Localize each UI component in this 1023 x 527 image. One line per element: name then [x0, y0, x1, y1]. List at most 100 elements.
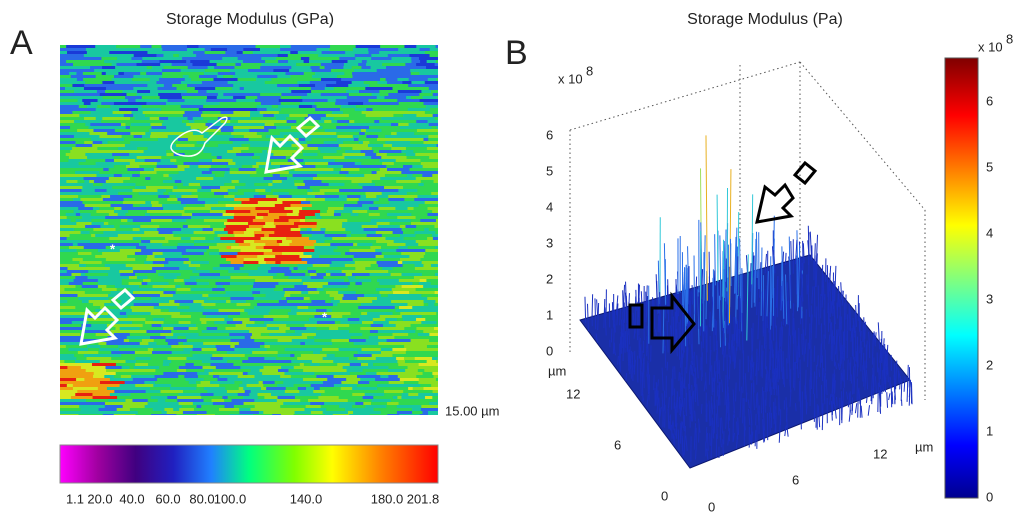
heatmap-cell: [87, 51, 92, 54]
heatmap-cell: [292, 288, 317, 291]
heatmap-cell: [364, 228, 386, 231]
heatmap-cell: [298, 387, 307, 390]
heatmap-cell: [113, 216, 139, 219]
heatmap-cell: [311, 276, 324, 279]
heatmap-cell: [251, 369, 260, 372]
heatmap-cell: [417, 129, 426, 132]
heatmap-cell: [91, 411, 108, 414]
heatmap-cell: [126, 318, 146, 321]
heatmap-cell: [92, 393, 110, 396]
heatmap-cell: [377, 384, 389, 387]
heatmap-cell: [265, 81, 286, 84]
heatmap-cell: [194, 240, 219, 243]
heatmap-cell: [131, 48, 143, 51]
heatmap-cell: [382, 234, 401, 237]
heatmap-cell: [357, 297, 377, 300]
heatmap-cell: [191, 261, 210, 264]
heatmap-cell: [279, 300, 288, 303]
heatmap-cell: [325, 87, 335, 90]
heatmap-cell: [311, 138, 337, 141]
heatmap-cell: [356, 360, 361, 363]
heatmap-cell: [179, 135, 204, 138]
heatmap-cell: [60, 48, 86, 51]
heatmap-cell: [191, 192, 214, 195]
heatmap-cell: [220, 102, 244, 105]
heatmap-cell: [318, 54, 342, 57]
y-tick-label: 0: [661, 488, 668, 503]
heatmap-cell: [433, 267, 446, 270]
heatmap-cell: [321, 63, 345, 66]
spike: [908, 365, 909, 388]
heatmap-cell: [405, 399, 428, 402]
heatmap-cell: [99, 192, 119, 195]
heatmap-cell: [242, 381, 250, 384]
heatmap-cell: [412, 408, 421, 411]
heatmap-cell: [163, 246, 177, 249]
heatmap-cell: [367, 234, 383, 237]
heatmap-cell: [161, 108, 177, 111]
heatmap-cell: [387, 360, 398, 363]
heatmap-cell: [339, 351, 358, 354]
heatmap-cell: [361, 303, 374, 306]
heatmap-cell: [388, 357, 396, 360]
heatmap-cell: [93, 183, 103, 186]
heatmap-cell: [177, 336, 186, 339]
heatmap-cell: [137, 63, 161, 66]
heatmap-cell: [234, 198, 250, 201]
heatmap-cell: [254, 195, 267, 198]
colorbar-tick-label: 180.0: [371, 491, 404, 506]
heatmap-cell: [158, 399, 166, 402]
heatmap-cell: [137, 276, 148, 279]
heatmap-cell: [405, 63, 416, 66]
heatmap-cell: [110, 393, 131, 396]
heatmap-cell: [421, 162, 436, 165]
heatmap-cell: [262, 135, 267, 138]
heatmap-cell: [183, 390, 208, 393]
heatmap-cell: [344, 357, 349, 360]
heatmap-cell: [178, 393, 200, 396]
heatmap-cell: [436, 360, 452, 363]
heatmap-cell: [334, 297, 343, 300]
heatmap-cell: [121, 315, 127, 318]
heatmap-cell: [377, 222, 390, 225]
heatmap-cell: [313, 189, 321, 192]
heatmap-cell: [173, 216, 192, 219]
heatmap-cell: [306, 45, 331, 48]
heatmap-cell: [140, 327, 164, 330]
heatmap-cell: [368, 237, 386, 240]
heatmap-cell: [183, 342, 190, 345]
spike: [764, 315, 765, 349]
heatmap-cell: [155, 369, 177, 372]
heatmap-cell: [268, 156, 286, 159]
heatmap-cell: [254, 231, 266, 234]
heatmap-cell: [117, 60, 143, 63]
heatmap-cell: [294, 414, 301, 417]
heatmap-cell: [167, 90, 187, 93]
heatmap-cell: [369, 141, 385, 144]
heatmap-cell: [279, 207, 285, 210]
heatmap-cell: [221, 129, 234, 132]
heatmap-cell: [113, 138, 125, 141]
heatmap-cell: [333, 414, 350, 417]
heatmap-cell: [159, 312, 180, 315]
heatmap-cell: [218, 144, 242, 147]
heatmap-cell: [103, 168, 109, 171]
heatmap-cell: [211, 357, 224, 360]
heatmap-cell: [431, 342, 451, 345]
heatmap-cell: [205, 237, 214, 240]
heatmap-cell: [406, 351, 432, 354]
heatmap-cell: [213, 402, 222, 405]
heatmap-cell: [391, 273, 402, 276]
heatmap-cell: [283, 189, 308, 192]
heatmap-cell: [415, 264, 424, 267]
heatmap-cell: [342, 153, 358, 156]
heatmap-cell: [267, 324, 287, 327]
heatmap-cell: [130, 177, 146, 180]
heatmap-cell: [239, 411, 259, 414]
heatmap-cell: [93, 396, 118, 399]
heatmap-cell: [83, 132, 90, 135]
heatmap-cell: [327, 354, 336, 357]
heatmap-cell: [271, 78, 296, 81]
heatmap-cell: [298, 249, 315, 252]
heatmap-cell: [159, 366, 179, 369]
